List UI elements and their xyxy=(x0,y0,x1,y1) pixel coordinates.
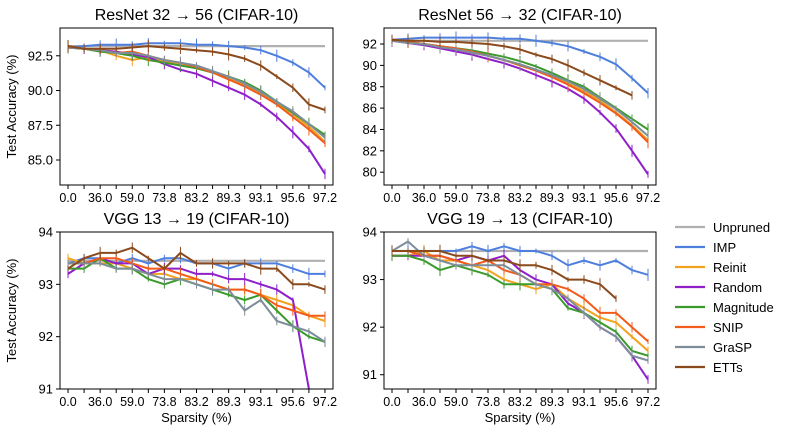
y-axis-label: Test Accuracy (%) xyxy=(4,258,19,362)
y-axis-label: Test Accuracy (%) xyxy=(4,54,19,158)
x-tick-label: 83.2 xyxy=(508,395,532,409)
x-axis-label: Sparsity (%) xyxy=(161,410,232,425)
y-tick-label: 84 xyxy=(363,122,377,137)
plot-frame xyxy=(383,27,657,186)
legend: Unpruned IMP Reinit Random Magnitude SNIP GraS… xyxy=(672,217,788,379)
x-axis-label: Sparsity (%) xyxy=(485,410,556,425)
x-tick-label: 97.2 xyxy=(313,191,337,205)
y-tick-label: 92 xyxy=(363,320,377,335)
y-tick-label: 94 xyxy=(39,225,53,240)
x-tick-label: 36.0 xyxy=(88,395,112,409)
series-line-reinit xyxy=(67,46,326,143)
y-tick-label: 92 xyxy=(39,329,53,344)
y-tick-label: 93 xyxy=(39,277,53,292)
series-line-reinit xyxy=(391,39,649,141)
series-line-snip xyxy=(391,38,649,144)
x-tick-label: 83.2 xyxy=(184,191,208,205)
x-tick-label: 36.0 xyxy=(88,191,112,205)
chart-title: VGG 13 → 19 (CIFAR-10) xyxy=(104,211,290,228)
y-tick-label: 82 xyxy=(363,143,377,158)
x-tick-label: 97.2 xyxy=(313,395,337,409)
x-tick-label: 0.0 xyxy=(59,395,76,409)
series-group xyxy=(67,242,326,389)
legend-box xyxy=(672,217,788,379)
x-tick-label: 83.2 xyxy=(508,191,532,205)
x-tick-label: 97.2 xyxy=(636,395,660,409)
y-tick-label: 80 xyxy=(363,165,377,180)
x-tick-label: 0.0 xyxy=(59,191,76,205)
y-tick-label: 93 xyxy=(363,272,377,287)
series-line-grasp xyxy=(67,46,326,139)
x-tick-label: 89.3 xyxy=(540,395,564,409)
y-tick-label: 87.5 xyxy=(28,118,53,133)
y-tick-label: 92.5 xyxy=(28,48,53,63)
y-tick-label: 91 xyxy=(39,382,53,397)
x-tick-label: 73.8 xyxy=(152,395,176,409)
y-tick-label: 92 xyxy=(363,37,377,52)
x-tick-label: 0.0 xyxy=(383,191,400,205)
series-group xyxy=(391,31,649,178)
y-tick-label: 91 xyxy=(363,367,377,382)
x-tick-label: 89.3 xyxy=(540,191,564,205)
y-tick-label: 85.0 xyxy=(28,152,53,167)
series-group xyxy=(67,38,326,180)
x-tick-label: 97.2 xyxy=(636,191,660,205)
x-tick-label: 83.2 xyxy=(184,395,208,409)
chart-panel-1: ResNet 32 → 56 (CIFAR-10) Test Accuracy (… xyxy=(4,7,337,205)
x-tick-label: 59.0 xyxy=(444,191,468,205)
x-tick-label: 93.1 xyxy=(249,191,273,205)
y-tick-label: 88 xyxy=(363,79,377,94)
x-tick-label: 89.3 xyxy=(216,395,240,409)
x-tick-label: 93.1 xyxy=(572,395,596,409)
chart-title: ResNet 56 → 32 (CIFAR-10) xyxy=(418,7,622,24)
x-tick-label: 36.0 xyxy=(412,395,436,409)
x-tick-label: 95.6 xyxy=(604,191,628,205)
series-line-etts xyxy=(391,38,633,97)
chart-title: VGG 19 → 13 (CIFAR-10) xyxy=(427,211,613,228)
y-tick-label: 90 xyxy=(363,58,377,73)
series-group xyxy=(391,238,649,384)
x-tick-label: 73.8 xyxy=(476,395,500,409)
y-tick-label: 94 xyxy=(363,225,377,240)
y-tick-label: 86 xyxy=(363,101,377,116)
plot-frame xyxy=(59,231,334,390)
legend-label-magnitude: Magnitude xyxy=(713,300,774,315)
x-tick-label: 93.1 xyxy=(572,191,596,205)
x-tick-label: 95.6 xyxy=(281,395,305,409)
legend-label-random: Random xyxy=(713,280,762,295)
x-tick-label: 59.0 xyxy=(444,395,468,409)
series-line-reinit xyxy=(67,257,326,322)
chart-panel-2: ResNet 56 → 32 (CIFAR-10) 80 82 84 86 88 90 92 0… xyxy=(363,7,661,205)
legend-label-unpruned: Unpruned xyxy=(713,220,770,235)
x-tick-label: 0.0 xyxy=(383,395,400,409)
series-line-random xyxy=(67,257,310,389)
legend-label-snip: SNIP xyxy=(713,320,743,335)
x-tick-label: 89.3 xyxy=(216,191,240,205)
x-tick-label: 73.8 xyxy=(476,191,500,205)
plot-frame xyxy=(59,27,334,186)
x-tick-label: 95.6 xyxy=(604,395,628,409)
legend-label-imp: IMP xyxy=(713,240,736,255)
x-tick-label: 36.0 xyxy=(412,191,436,205)
x-tick-label: 59.0 xyxy=(120,395,144,409)
x-tick-label: 73.8 xyxy=(152,191,176,205)
legend-label-reinit: Reinit xyxy=(713,260,747,275)
chart-panel-3: VGG 13 → 19 (CIFAR-10) Test Accuracy (%) S… xyxy=(4,211,337,425)
legend-label-grasp: GraSP xyxy=(713,340,752,355)
legend-label-etts: ETTs xyxy=(713,360,743,375)
x-tick-label: 59.0 xyxy=(120,191,144,205)
y-tick-label: 90.0 xyxy=(28,83,53,98)
chart-title: ResNet 32 → 56 (CIFAR-10) xyxy=(95,7,299,24)
chart-panel-4: VGG 19 → 13 (CIFAR-10) Sparsity (%) 91 92 93… xyxy=(363,211,661,425)
plot-frame xyxy=(383,231,657,390)
x-tick-label: 95.6 xyxy=(281,191,305,205)
x-tick-label: 93.1 xyxy=(249,395,273,409)
